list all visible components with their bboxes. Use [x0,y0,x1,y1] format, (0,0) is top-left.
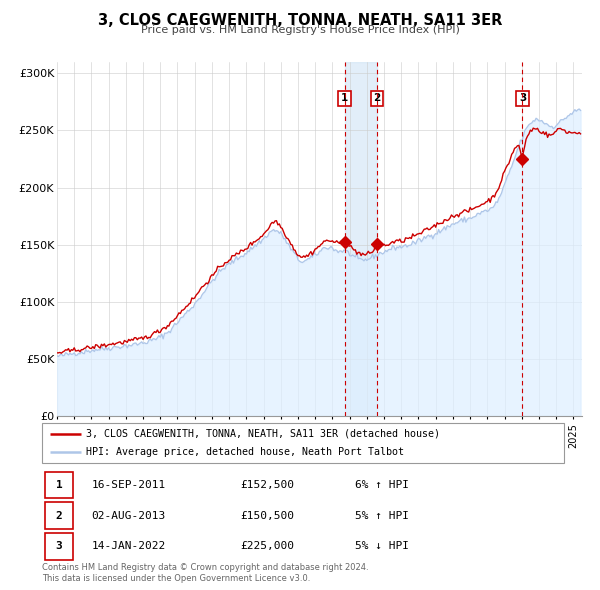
Text: HPI: Average price, detached house, Neath Port Talbot: HPI: Average price, detached house, Neat… [86,447,404,457]
Text: 2: 2 [56,511,62,520]
Text: 3: 3 [56,541,62,551]
Bar [44,471,73,499]
Text: £152,500: £152,500 [241,480,295,490]
Text: 3, CLOS CAEGWENITH, TONNA, NEATH, SA11 3ER: 3, CLOS CAEGWENITH, TONNA, NEATH, SA11 3… [98,13,502,28]
Text: 3: 3 [519,93,526,103]
Text: £225,000: £225,000 [241,541,295,551]
Text: 16-SEP-2011: 16-SEP-2011 [92,480,166,490]
Bar [44,502,73,529]
Text: 1: 1 [56,480,62,490]
Text: 3, CLOS CAEGWENITH, TONNA, NEATH, SA11 3ER (detached house): 3, CLOS CAEGWENITH, TONNA, NEATH, SA11 3… [86,429,440,439]
Bar [344,62,377,416]
Text: Contains HM Land Registry data © Crown copyright and database right 2024.: Contains HM Land Registry data © Crown c… [42,563,368,572]
Text: £150,500: £150,500 [241,511,295,520]
Text: 2: 2 [373,93,380,103]
Text: Price paid vs. HM Land Registry's House Price Index (HPI): Price paid vs. HM Land Registry's House … [140,25,460,35]
Bar [44,533,73,560]
Text: 5% ↓ HPI: 5% ↓ HPI [355,541,409,551]
Text: 02-AUG-2013: 02-AUG-2013 [92,511,166,520]
Text: 1: 1 [341,93,348,103]
Text: 6% ↑ HPI: 6% ↑ HPI [355,480,409,490]
Text: 14-JAN-2022: 14-JAN-2022 [92,541,166,551]
Text: 5% ↑ HPI: 5% ↑ HPI [355,511,409,520]
Text: This data is licensed under the Open Government Licence v3.0.: This data is licensed under the Open Gov… [42,574,310,583]
